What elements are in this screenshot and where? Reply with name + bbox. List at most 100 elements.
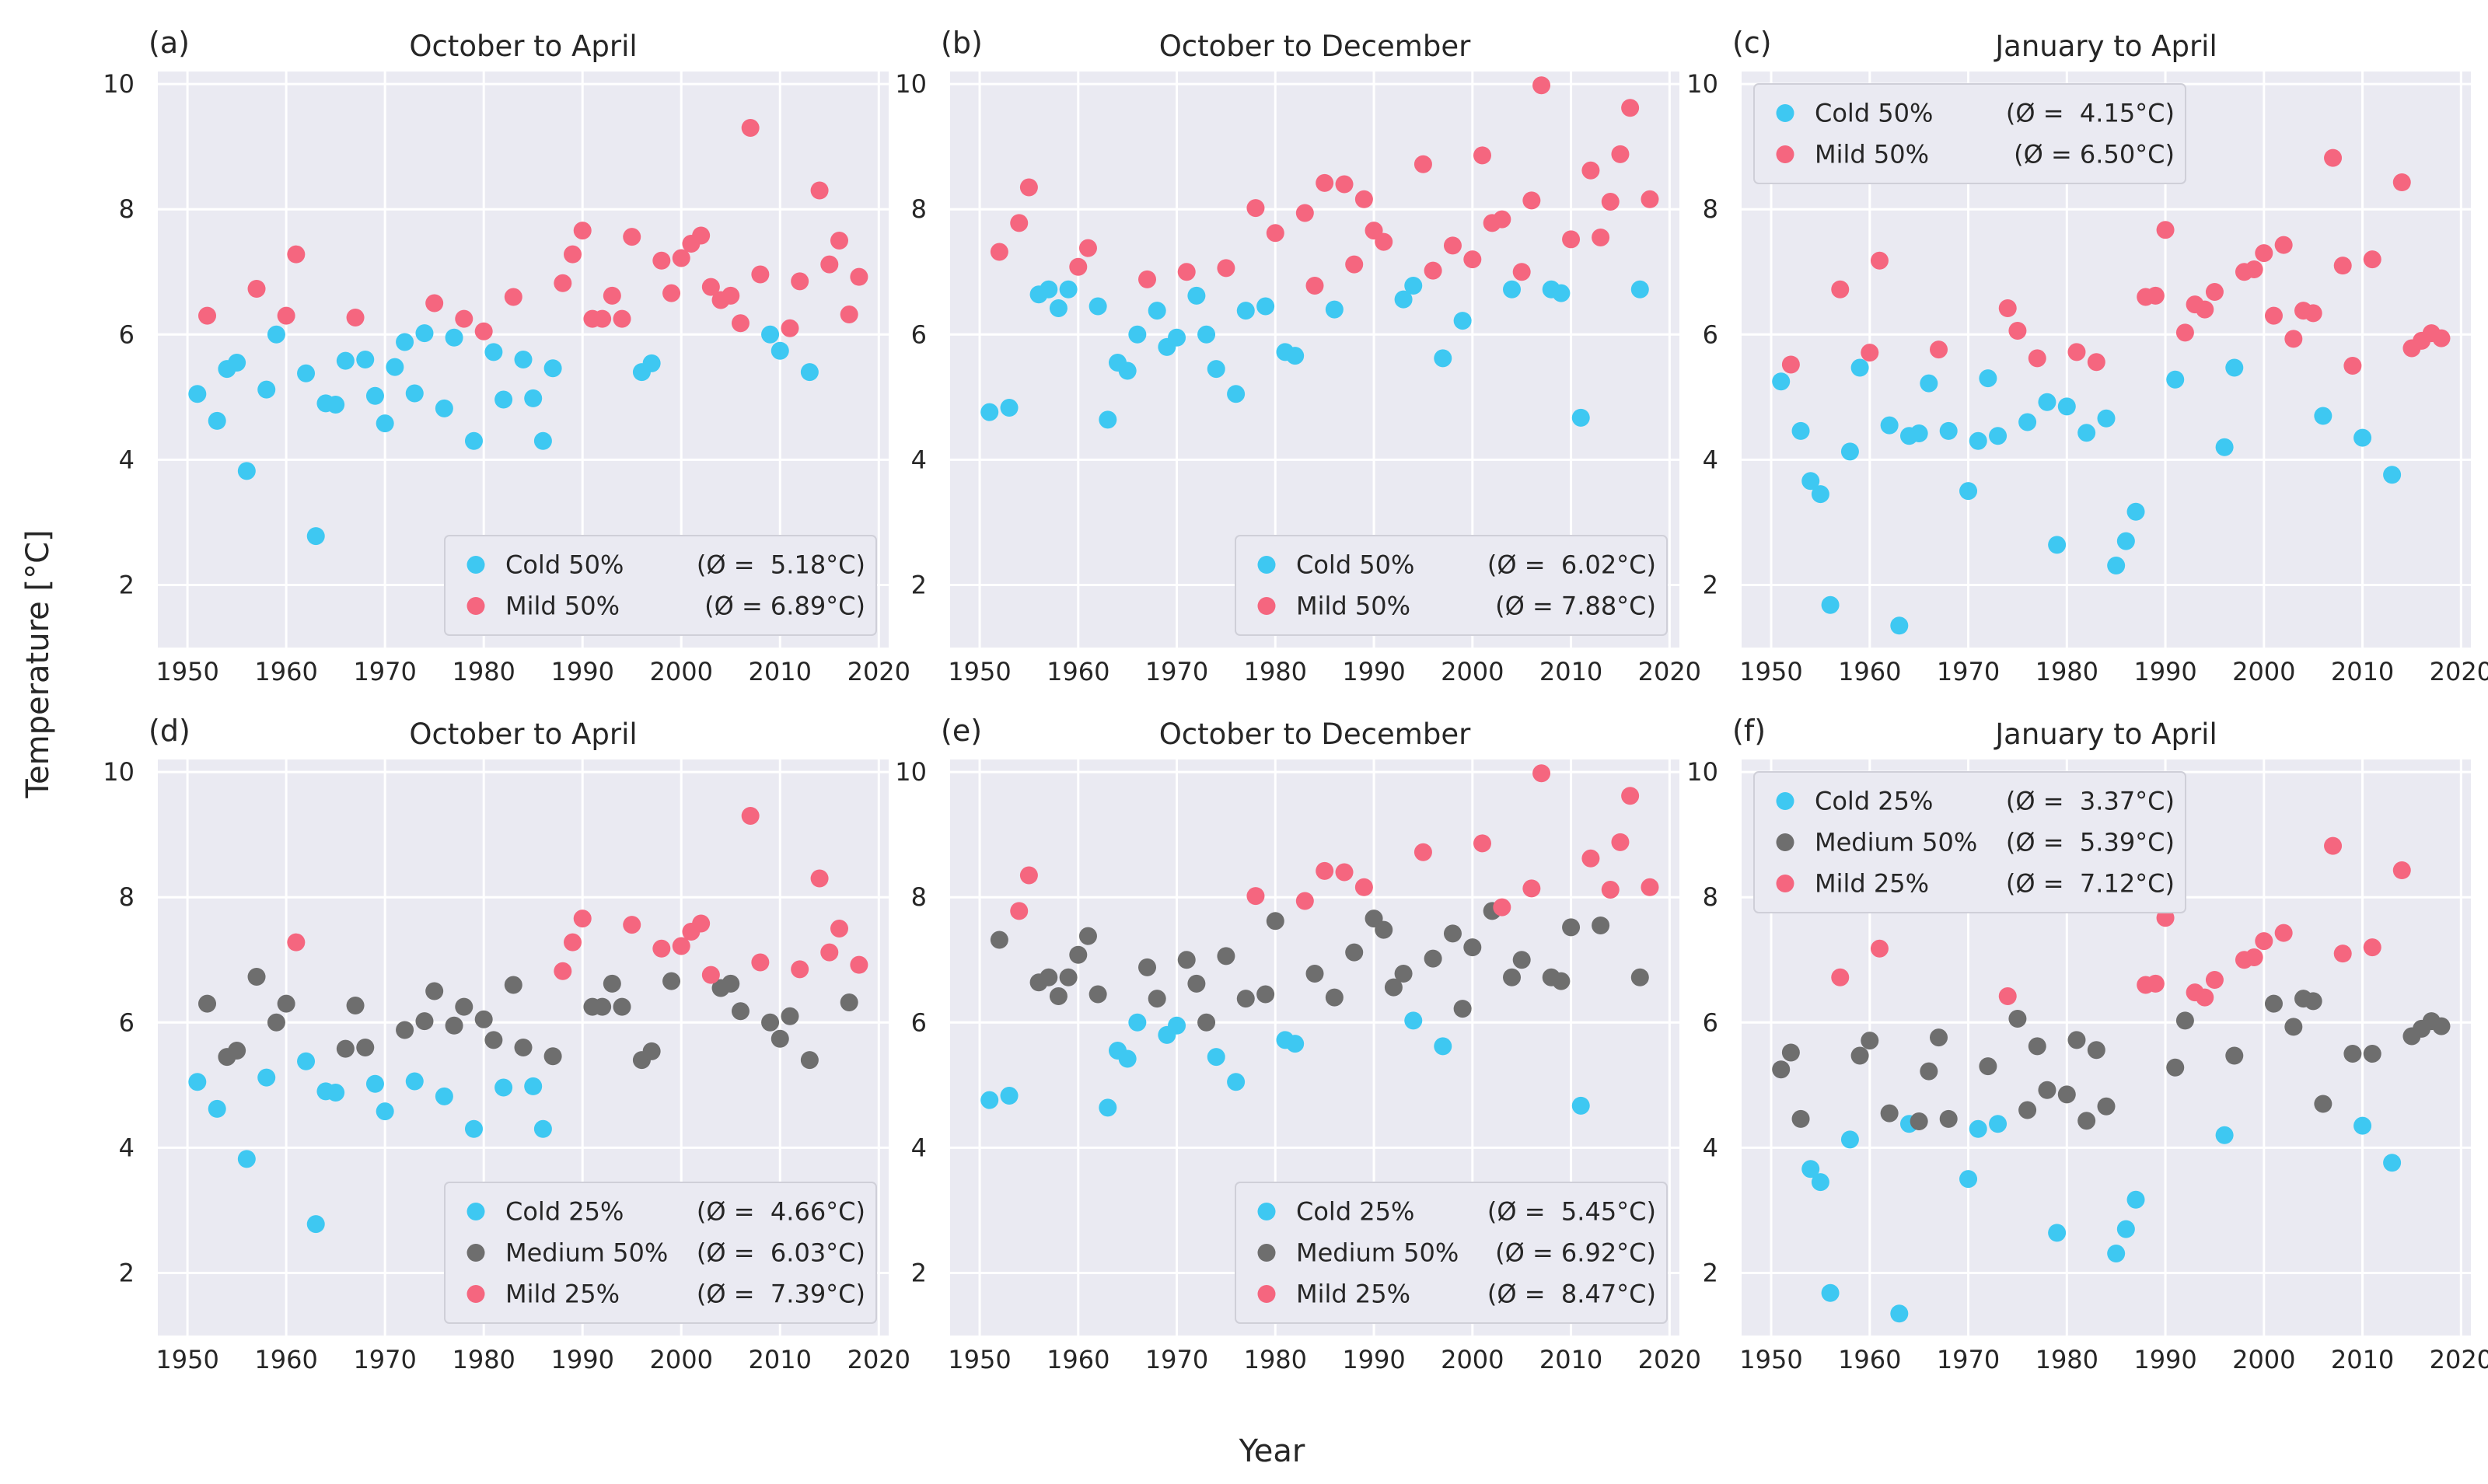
data-point — [2284, 330, 2303, 348]
series-mild — [1831, 836, 2411, 1007]
data-point — [2077, 424, 2096, 442]
data-point — [2087, 353, 2105, 372]
data-point — [306, 1215, 325, 1234]
data-point — [2343, 357, 2362, 375]
x-tick-label: 2010 — [1539, 657, 1602, 686]
data-point — [2353, 1116, 2372, 1135]
x-tick-label: 1990 — [1342, 657, 1405, 686]
data-point — [1227, 1073, 1246, 1091]
legend-marker — [466, 1285, 485, 1303]
data-point — [1453, 1000, 1472, 1018]
x-tick-label: 1970 — [1145, 657, 1208, 686]
data-point — [2205, 971, 2224, 990]
data-point — [1099, 410, 1117, 429]
legend-name: Cold 50% — [1296, 550, 1414, 580]
data-point — [1522, 191, 1541, 210]
data-point — [1601, 193, 1620, 211]
data-point — [327, 395, 345, 414]
x-tick-label: 1960 — [1047, 657, 1109, 686]
legend-name: Cold 50% — [1815, 99, 1933, 128]
x-tick-label: 1990 — [2133, 1345, 2196, 1374]
data-point — [396, 1021, 414, 1039]
data-point — [1236, 302, 1255, 320]
legend-marker — [1257, 1244, 1276, 1262]
data-point — [1207, 1048, 1225, 1067]
data-point — [484, 343, 503, 361]
x-tick-label: 2010 — [749, 657, 812, 686]
y-tick-label: 10 — [103, 757, 135, 787]
legend: Cold 25% (Ø = 3.37°C) Medium 50% (Ø = 5.39°… — [1753, 771, 2186, 913]
data-point — [2087, 1041, 2105, 1060]
series-mild — [990, 76, 1659, 295]
data-point — [2392, 861, 2411, 880]
data-point — [267, 1013, 285, 1032]
data-point — [198, 306, 217, 325]
data-point — [1989, 427, 2008, 445]
data-point — [692, 914, 711, 933]
data-point — [1059, 280, 1078, 299]
data-point — [1069, 257, 1088, 276]
data-point — [1772, 1060, 1791, 1079]
legend-mean: (Ø = 7.12°C) — [2006, 869, 2175, 899]
data-point — [1850, 1046, 1869, 1065]
x-tick-label: 2010 — [2331, 657, 2394, 686]
legend-marker — [466, 1203, 485, 1220]
x-tick-label: 1980 — [2035, 1345, 2098, 1374]
data-point — [425, 982, 444, 1000]
y-tick-label: 6 — [119, 1007, 135, 1037]
data-point — [800, 363, 819, 382]
data-point — [237, 462, 256, 480]
legend-marker — [1776, 792, 1794, 810]
data-point — [1010, 902, 1029, 920]
data-point — [1394, 964, 1413, 983]
data-point — [1910, 1112, 1928, 1131]
data-point — [346, 309, 365, 327]
data-point — [208, 1099, 226, 1118]
legend-box — [1753, 771, 2186, 913]
data-point — [474, 1010, 493, 1028]
data-point — [1246, 887, 1265, 906]
data-point — [1325, 988, 1344, 1007]
data-point — [356, 351, 375, 368]
data-point — [2304, 992, 2322, 1011]
data-point — [980, 403, 999, 421]
data-point — [1305, 276, 1324, 295]
legend-mean: (Ø = 7.39°C) — [697, 1280, 865, 1309]
data-point — [1781, 355, 1800, 374]
legend-mean: (Ø = 6.92°C) — [1495, 1238, 1656, 1268]
y-tick-label: 2 — [911, 1258, 927, 1287]
data-point — [990, 243, 1008, 261]
data-point — [1791, 1109, 1810, 1128]
data-point — [1078, 927, 1097, 945]
series-medium — [1772, 990, 2451, 1131]
data-point — [2126, 502, 2145, 521]
data-point — [504, 976, 522, 994]
data-point — [365, 1074, 384, 1093]
y-tick-label: 8 — [911, 194, 927, 224]
data-point — [1059, 968, 1078, 986]
data-point — [2353, 428, 2372, 447]
data-point — [1128, 1013, 1147, 1032]
data-point — [1207, 360, 1225, 379]
data-point — [771, 341, 789, 360]
panel-title: October to April — [409, 30, 637, 63]
data-point — [751, 265, 770, 284]
data-point — [1375, 920, 1393, 939]
data-point — [1998, 986, 2017, 1005]
x-tick-label: 2020 — [2430, 657, 2488, 686]
data-point — [554, 962, 572, 980]
data-point — [336, 1039, 355, 1058]
legend-box — [1235, 1182, 1668, 1324]
data-point — [1019, 178, 1038, 197]
data-point — [840, 306, 858, 324]
data-point — [1413, 155, 1432, 173]
data-point — [2363, 1045, 2381, 1063]
data-point — [2432, 329, 2451, 347]
x-tick-label: 2010 — [749, 1345, 812, 1374]
data-point — [2264, 306, 2283, 325]
data-point — [980, 1091, 999, 1109]
legend-marker — [1257, 597, 1276, 615]
x-tick-label: 2020 — [847, 1345, 910, 1374]
data-point — [791, 272, 809, 291]
series-mild — [1010, 764, 1659, 920]
